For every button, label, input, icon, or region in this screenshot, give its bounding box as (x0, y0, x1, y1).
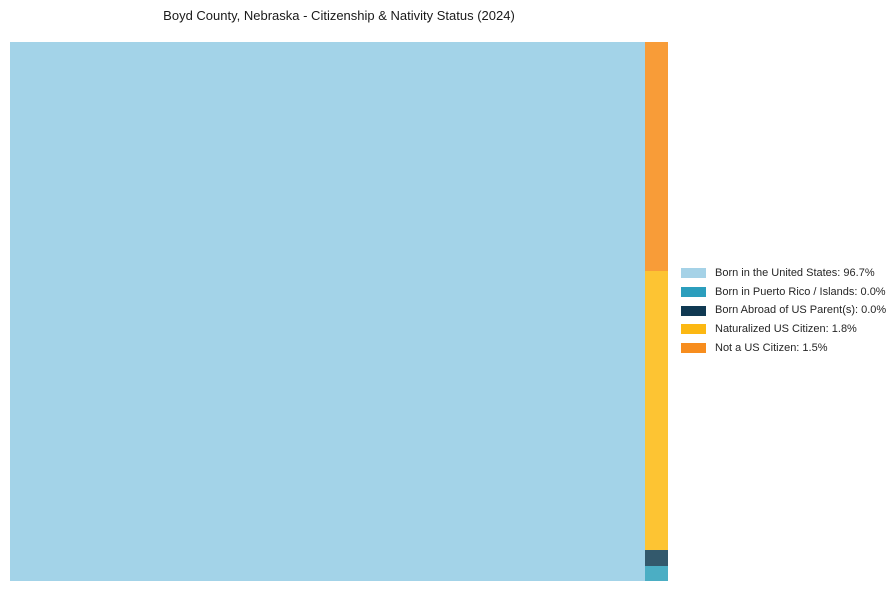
legend-swatch-born-in-the-united-states (681, 268, 706, 279)
legend-item-naturalized-us-citizen: Naturalized US Citizen: 1.8% (681, 320, 886, 339)
treemap-block-not-a-us-citizen (645, 42, 668, 271)
chart-title: Boyd County, Nebraska - Citizenship & Na… (163, 8, 515, 23)
legend-item-not-a-us-citizen: Not a US Citizen: 1.5% (681, 339, 886, 358)
legend-swatch-born-in-puerto-rico-islands (681, 287, 706, 298)
legend-item-born-in-puerto-rico-islands: Born in Puerto Rico / Islands: 0.0% (681, 283, 886, 302)
legend-label: Naturalized US Citizen: 1.8% (715, 322, 857, 335)
legend-swatch-naturalized-us-citizen (681, 324, 706, 335)
legend-swatch-not-a-us-citizen (681, 343, 706, 354)
treemap-block-born-in-puerto-rico-islands (645, 566, 668, 581)
legend-swatch-born-abroad-of-us-parents (681, 305, 706, 316)
treemap-block-born-abroad-of-us-parents (645, 550, 668, 566)
legend-item-born-in-the-united-states: Born in the United States: 96.7% (681, 264, 886, 283)
legend-label: Born in Puerto Rico / Islands: 0.0% (715, 285, 886, 298)
legend: Born in the United States: 96.7% Born in… (681, 264, 886, 357)
legend-item-born-abroad-of-us-parents: Born Abroad of US Parent(s): 0.0% (681, 301, 886, 320)
legend-label: Born Abroad of US Parent(s): 0.0% (715, 304, 887, 317)
treemap-block-naturalized-us-citizen (645, 271, 668, 550)
legend-label: Born in the United States: 96.7% (715, 266, 875, 279)
legend-label: Not a US Citizen: 1.5% (715, 341, 828, 354)
treemap-block-born-in-the-united-states (10, 42, 645, 581)
